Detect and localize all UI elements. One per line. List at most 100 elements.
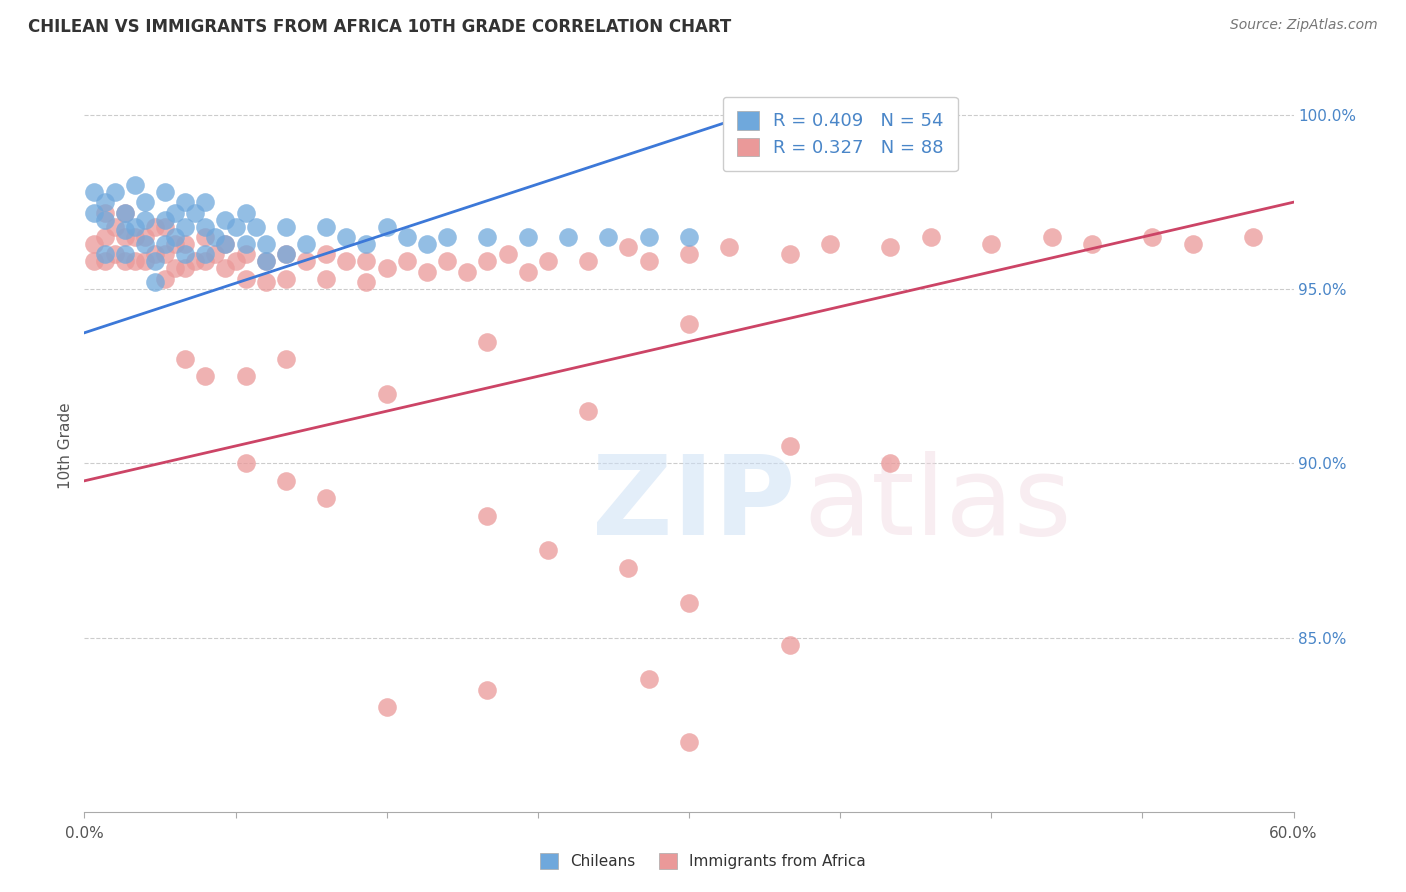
Point (315, 219, 337, 234)
Point (194, 219, 217, 234)
Point (214, 261, 236, 276)
Point (225, 254, 247, 268)
Point (718, 240, 741, 254)
Point (436, 230, 458, 244)
Point (274, 219, 297, 234)
Point (678, 596, 700, 610)
Point (214, 237, 236, 252)
Text: atlas: atlas (804, 451, 1073, 558)
Point (254, 254, 277, 268)
Point (395, 230, 418, 244)
Point (678, 247, 700, 261)
Point (779, 638, 801, 652)
Point (83, 254, 105, 268)
Point (153, 272, 176, 286)
Text: 0.0%: 0.0% (65, 826, 104, 840)
Point (174, 247, 197, 261)
Legend: Chileans, Immigrants from Africa: Chileans, Immigrants from Africa (534, 847, 872, 875)
Point (315, 491, 337, 506)
Point (204, 230, 226, 244)
Point (134, 230, 156, 244)
Point (245, 219, 267, 234)
Point (295, 237, 318, 252)
Point (153, 212, 176, 227)
Point (235, 457, 257, 471)
Point (1142, 230, 1164, 244)
Point (153, 185, 176, 199)
Point (165, 261, 187, 276)
Point (93, 247, 115, 261)
Point (194, 230, 217, 244)
Point (477, 682, 499, 697)
Legend: R = 0.409   N = 54, R = 0.327   N = 88: R = 0.409 N = 54, R = 0.327 N = 88 (723, 96, 957, 171)
Point (93, 205, 115, 219)
Point (174, 219, 197, 234)
Point (104, 247, 127, 261)
Point (295, 254, 318, 268)
Point (153, 219, 176, 234)
Point (456, 265, 478, 279)
Point (165, 205, 187, 219)
Point (174, 261, 197, 276)
Point (83, 185, 105, 199)
Point (204, 247, 226, 261)
Point (477, 230, 499, 244)
Point (274, 272, 297, 286)
Point (174, 237, 197, 252)
Text: CHILEAN VS IMMIGRANTS FROM AFRICA 10TH GRADE CORRELATION CHART: CHILEAN VS IMMIGRANTS FROM AFRICA 10TH G… (28, 18, 731, 36)
Point (678, 317, 700, 331)
Point (235, 369, 257, 384)
Point (174, 195, 197, 210)
Point (274, 474, 297, 488)
Point (477, 334, 499, 349)
Point (637, 673, 659, 687)
Point (194, 369, 217, 384)
Point (254, 275, 277, 289)
Point (375, 261, 398, 276)
Point (124, 254, 146, 268)
Point (779, 439, 801, 453)
Point (104, 185, 127, 199)
Point (1241, 230, 1264, 244)
Point (436, 254, 458, 268)
Point (576, 404, 599, 418)
Point (477, 254, 499, 268)
Point (184, 205, 207, 219)
Point (315, 272, 337, 286)
Point (93, 230, 115, 244)
Point (1081, 237, 1104, 252)
Point (194, 195, 217, 210)
Point (83, 205, 105, 219)
Text: 60.0%: 60.0% (1270, 826, 1317, 840)
Point (356, 237, 378, 252)
Point (143, 219, 166, 234)
Point (124, 230, 146, 244)
Point (83, 237, 105, 252)
Point (235, 247, 257, 261)
Point (235, 272, 257, 286)
Point (537, 543, 560, 558)
Point (93, 212, 115, 227)
Point (124, 219, 146, 234)
Point (1040, 230, 1063, 244)
Point (416, 265, 439, 279)
Point (598, 230, 620, 244)
Point (235, 237, 257, 252)
Point (356, 254, 378, 268)
Point (395, 254, 418, 268)
Point (143, 247, 166, 261)
Point (114, 230, 136, 244)
Point (274, 351, 297, 366)
Point (134, 195, 156, 210)
Point (617, 561, 640, 575)
Point (516, 265, 538, 279)
Point (375, 700, 398, 714)
Point (274, 247, 297, 261)
Point (678, 230, 700, 244)
Point (637, 230, 659, 244)
Point (93, 254, 115, 268)
Point (114, 205, 136, 219)
Point (184, 254, 207, 268)
Point (980, 237, 1002, 252)
Point (477, 508, 499, 523)
